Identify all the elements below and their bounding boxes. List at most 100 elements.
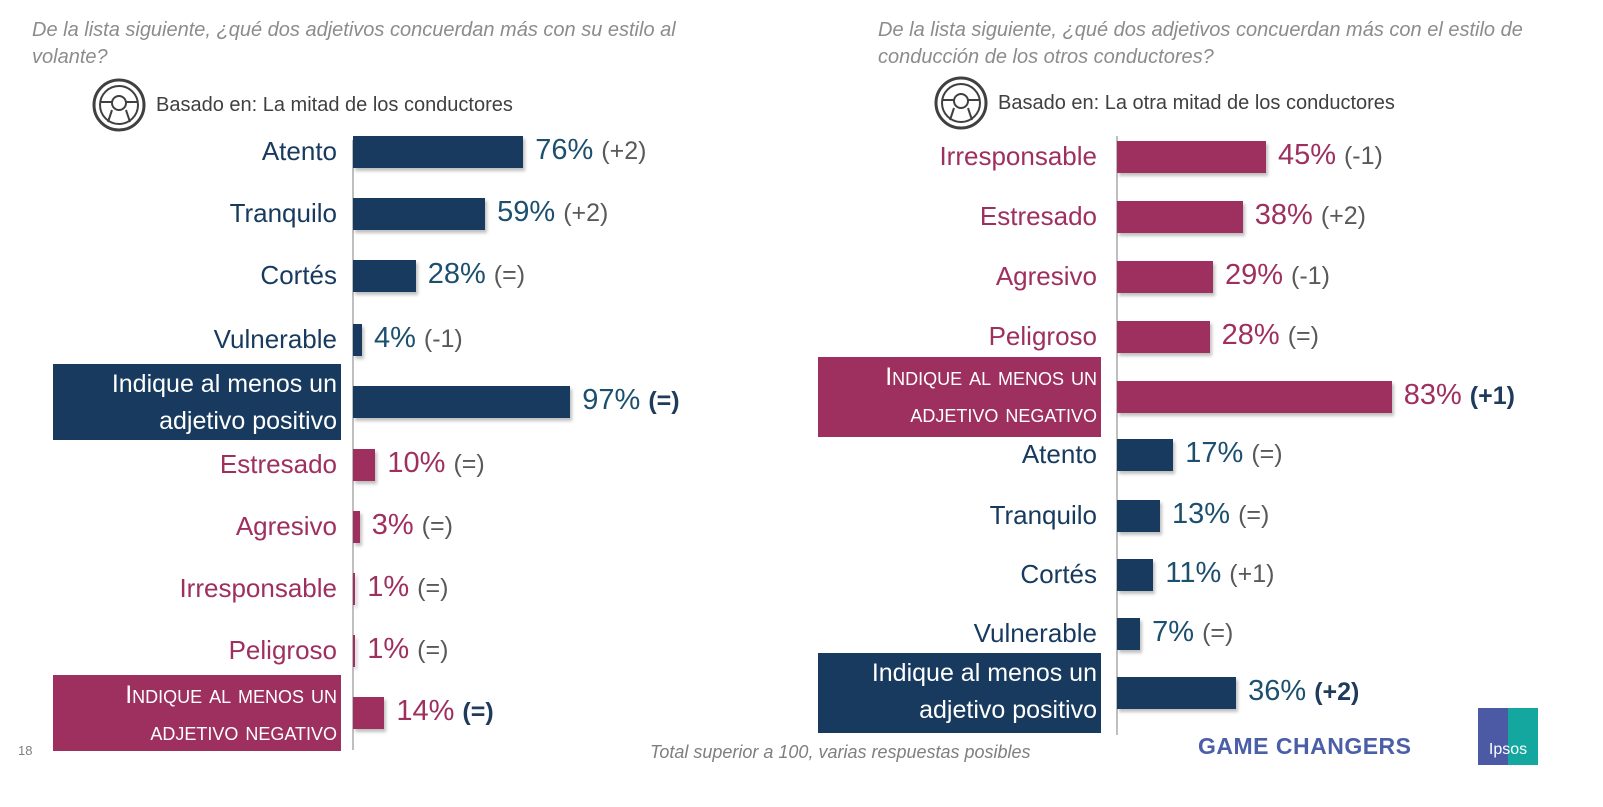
category-label: Peligroso [988, 321, 1097, 351]
value-text: 4% [373, 322, 416, 354]
change-text: (=) [1287, 322, 1319, 350]
category-label: Estresado [219, 449, 337, 479]
change-text: (=) [417, 574, 449, 602]
category-label: Cortés [1020, 559, 1097, 589]
change-text: (=) [1202, 619, 1234, 647]
category-label: Irresponsable [179, 573, 337, 603]
left-base-text: Basado en: La mitad de los conductores [156, 93, 513, 116]
value-text: 11% [1165, 557, 1222, 589]
data-label: 59% (+2) [497, 196, 608, 229]
data-label: 38% (+2) [1255, 199, 1366, 232]
category-label: Vulnerable [213, 324, 337, 354]
category-label: Indique al menos un adjetivo positivo [53, 364, 341, 440]
value-text: 38% [1254, 199, 1313, 231]
value-text: 14% [396, 695, 455, 727]
value-text: 59% [497, 196, 556, 228]
chart-axis [352, 140, 354, 750]
data-label: 29% (-1) [1225, 259, 1330, 292]
value-text: 28% [1221, 319, 1280, 351]
data-label: 4% (-1) [374, 322, 463, 355]
value-text: 7% [1152, 616, 1195, 648]
category-label: Irresponsable [939, 141, 1097, 171]
data-label: 45% (-1) [1278, 139, 1383, 172]
change-text: (+1) [1469, 382, 1515, 410]
change-text: (+1) [1229, 560, 1275, 588]
category-label: Cortés [260, 260, 337, 290]
change-text: (=) [462, 698, 494, 726]
change-text: (-1) [423, 325, 463, 353]
data-label: 11% (+1) [1165, 557, 1274, 590]
bar [353, 573, 356, 605]
bar [353, 324, 362, 356]
change-text: (=) [493, 261, 526, 289]
value-text: 45% [1277, 139, 1336, 171]
bar [1117, 677, 1237, 709]
value-text: 36% [1248, 675, 1307, 707]
category-label: Indique al menos un adjetivo negativo [818, 357, 1101, 437]
data-label: 28% (=) [1222, 319, 1319, 352]
chart-axis [1116, 136, 1118, 735]
change-text: (=) [453, 450, 485, 478]
value-text: 17% [1185, 437, 1244, 469]
value-text: 29% [1224, 259, 1284, 291]
value-text: 1% [367, 571, 410, 603]
page-number: 18 [18, 743, 33, 758]
data-label: 1% (=) [367, 633, 448, 666]
value-text: 97% [582, 384, 641, 416]
value-text: 10% [387, 447, 446, 479]
category-label: Agresivo [235, 511, 337, 541]
bar [353, 697, 385, 729]
data-label: 83% (+1) [1404, 379, 1515, 412]
category-label: Indique al menos un adjetivo negativo [53, 675, 341, 751]
bar [353, 449, 376, 481]
change-text: (=) [421, 512, 453, 540]
data-label: 97% (=) [582, 384, 679, 417]
bar [353, 136, 524, 168]
data-label: 14% (=) [396, 695, 493, 728]
steering-wheel-icon [934, 76, 988, 130]
category-label: Vulnerable [973, 618, 1097, 648]
data-label: 3% (=) [372, 509, 453, 542]
change-text: (=) [648, 387, 680, 415]
left-base: Basado en: La mitad de los conductores [90, 78, 513, 132]
data-label: 1% (=) [367, 571, 448, 604]
data-label: 13% (=) [1172, 498, 1269, 531]
bar [353, 198, 486, 230]
data-label: 10% (=) [387, 447, 484, 480]
data-label: 7% (=) [1152, 616, 1233, 649]
category-label: Atento [1021, 439, 1097, 469]
category-label: Tranquilo [229, 198, 337, 228]
change-text: (=) [417, 636, 449, 664]
bar [1117, 559, 1154, 591]
steering-wheel-icon [92, 78, 146, 132]
change-text: (=) [1251, 440, 1283, 468]
value-text: 13% [1172, 498, 1231, 530]
data-label: 17% (=) [1185, 437, 1282, 470]
category-label: Tranquilo [989, 500, 1097, 530]
bar [1117, 141, 1266, 173]
right-base: Basado en: La otra mitad de los conducto… [932, 76, 1395, 130]
footnote: Total superior a 100, varias respuestas … [650, 742, 1031, 762]
category-label: Atento [261, 136, 337, 166]
value-text: 83% [1403, 379, 1462, 411]
bar [353, 386, 571, 418]
bar [1117, 439, 1174, 471]
bar [353, 635, 356, 667]
category-label: Indique al menos un adjetivo positivo [818, 653, 1101, 733]
category-label: Agresivo [995, 261, 1097, 291]
right-base-text: Basado en: La otra mitad de los conducto… [998, 91, 1395, 114]
value-text: 28% [427, 258, 486, 290]
data-label: 28% (=) [428, 258, 525, 291]
bar [1117, 618, 1141, 650]
category-label: Estresado [979, 201, 1097, 231]
change-text: (+2) [563, 199, 609, 227]
game-changers-logo: GAME CHANGERS [1198, 733, 1412, 759]
bar [1117, 500, 1161, 532]
bar [1117, 201, 1243, 233]
value-text: 76% [535, 134, 594, 166]
left-question: De la lista siguiente, ¿qué dos adjetivo… [32, 19, 676, 68]
change-text: (+2) [601, 137, 647, 165]
value-text: 3% [371, 509, 414, 541]
change-text: (-1) [1343, 142, 1383, 170]
